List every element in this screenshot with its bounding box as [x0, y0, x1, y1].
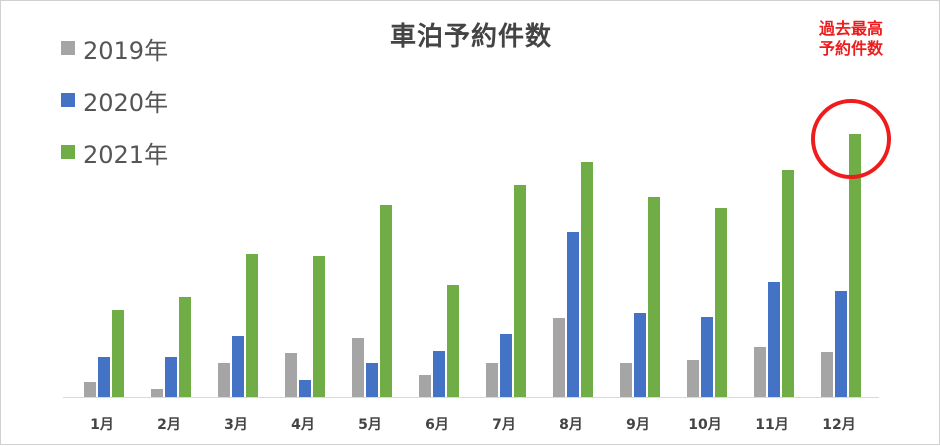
- x-tick-label: 1月: [90, 417, 114, 433]
- bar-2020-9: [634, 313, 646, 397]
- legend-label-2019: 2019年: [83, 36, 169, 65]
- bar-2021-11: [782, 170, 794, 397]
- x-tick-label: 7月: [492, 417, 516, 433]
- bar-2021-4: [313, 256, 325, 397]
- x-tick-label: 5月: [358, 417, 382, 433]
- legend-swatch-2021: [61, 145, 75, 159]
- bar-2019-10: [687, 360, 699, 397]
- record-highlight-circle: [811, 99, 891, 179]
- bar-2021-6: [447, 285, 459, 397]
- bar-2021-7: [514, 185, 526, 397]
- bar-2019-2: [151, 389, 163, 397]
- bar-2020-2: [165, 357, 177, 397]
- bar-2020-6: [433, 351, 445, 397]
- bar-2021-8: [581, 162, 593, 397]
- bar-2019-12: [821, 352, 833, 397]
- chart-title: 車泊予約件数: [389, 22, 552, 52]
- bar-2020-8: [567, 232, 579, 397]
- bar-2020-7: [500, 334, 512, 397]
- legend-label-2021: 2021年: [83, 140, 169, 169]
- legend-item-2020: 2020年: [61, 81, 168, 119]
- bar-2021-12: [849, 134, 861, 397]
- bar-2020-11: [768, 282, 780, 397]
- x-tick-label: 10月: [688, 417, 721, 433]
- legend-swatch-2020: [61, 93, 75, 107]
- legend-item-2019: 2019年: [61, 29, 168, 67]
- bar-2020-1: [98, 357, 110, 397]
- x-tick-label: 8月: [559, 417, 583, 433]
- bar-2019-9: [620, 363, 632, 397]
- x-tick-label: 3月: [224, 417, 248, 433]
- x-tick-label: 6月: [425, 417, 449, 433]
- bar-2021-5: [380, 205, 392, 397]
- bar-2021-2: [179, 297, 191, 397]
- legend-label-2020: 2020年: [83, 88, 169, 117]
- bar-2019-1: [84, 382, 96, 397]
- record-annotation: 過去最高 予約件数: [803, 19, 899, 59]
- annotation-line-2: 予約件数: [818, 39, 883, 58]
- x-tick-label: 9月: [626, 417, 650, 433]
- bar-2020-4: [299, 380, 311, 397]
- chart-legend: 2019年 2020年 2021年: [61, 29, 168, 185]
- bar-2019-5: [352, 338, 364, 397]
- legend-item-2021: 2021年: [61, 133, 168, 171]
- bar-2021-3: [246, 254, 258, 397]
- bar-2019-7: [486, 363, 498, 397]
- bar-2019-3: [218, 363, 230, 397]
- bar-2021-9: [648, 197, 660, 397]
- x-tick-label: 12月: [822, 417, 855, 433]
- x-tick-label: 2月: [157, 417, 181, 433]
- annotation-line-1: 過去最高: [818, 19, 883, 38]
- bar-2020-12: [835, 291, 847, 397]
- legend-swatch-2019: [61, 41, 75, 55]
- bar-2020-5: [366, 363, 378, 397]
- bar-2019-4: [285, 353, 297, 397]
- x-tick-label: 4月: [291, 417, 315, 433]
- bar-2019-8: [553, 318, 565, 397]
- bar-2020-3: [232, 336, 244, 397]
- bar-2021-10: [715, 208, 727, 397]
- bar-2019-6: [419, 375, 431, 397]
- bar-2019-11: [754, 347, 766, 397]
- x-tick-label: 11月: [755, 417, 788, 433]
- bar-2021-1: [112, 310, 124, 397]
- bar-2020-10: [701, 317, 713, 397]
